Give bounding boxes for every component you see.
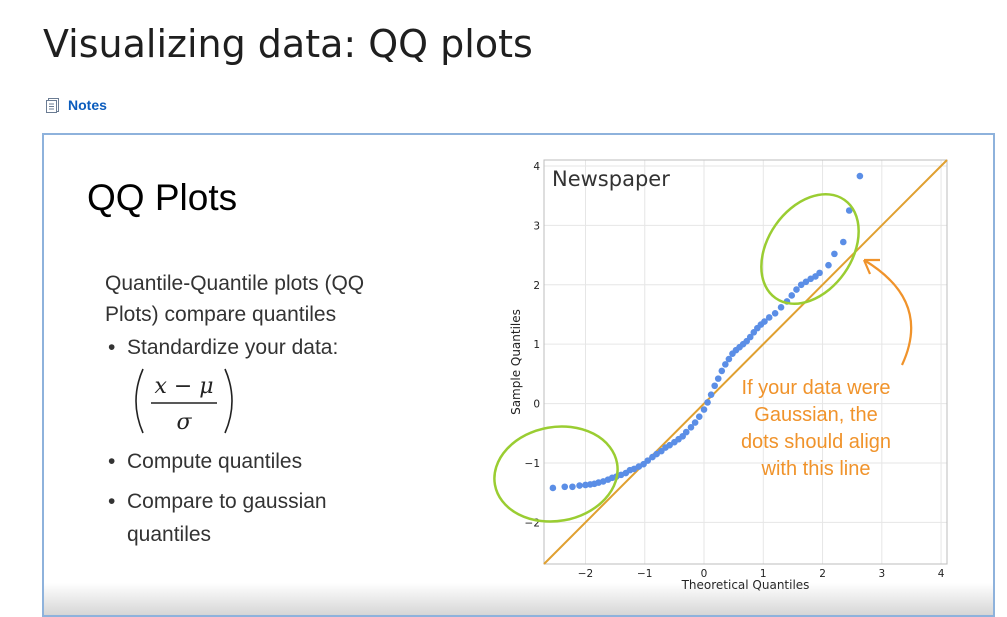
data-point xyxy=(765,314,773,321)
bullet-text: quantiles xyxy=(127,523,212,546)
slide-intro-line1: Quantile-Quantile plots (QQ xyxy=(105,272,365,295)
annotation-line-3: dots should align xyxy=(741,431,891,453)
data-point xyxy=(718,367,726,375)
bullet-dot: • xyxy=(108,336,116,359)
bullet-text: Standardize your data: xyxy=(127,336,339,359)
data-point xyxy=(831,250,838,258)
data-point xyxy=(797,281,805,289)
slide-viewer: QQ Plots Quantile-Quantile plots (QQ Plo… xyxy=(42,133,995,617)
y-tick-label: 2 xyxy=(533,280,540,292)
data-point xyxy=(682,428,690,436)
y-tick-label: 3 xyxy=(533,220,540,232)
data-point xyxy=(722,361,729,368)
slide-intro-line2: Plots) compare quantiles xyxy=(105,303,337,326)
data-point xyxy=(725,355,733,363)
data-point xyxy=(793,286,800,293)
data-point xyxy=(695,413,703,420)
data-point xyxy=(771,309,779,317)
annotation-line-1: If your data were xyxy=(742,377,891,399)
y-axis-title: Sample Quantiles xyxy=(509,309,523,415)
slide-title: QQ Plots xyxy=(87,177,238,218)
data-point xyxy=(691,419,699,426)
y-tick-label: 1 xyxy=(533,339,540,351)
x-tick-label: −1 xyxy=(637,568,652,580)
data-point xyxy=(653,450,660,458)
bullet-text: Compare to gaussian xyxy=(127,490,327,513)
chart-title: Newspaper xyxy=(552,167,670,191)
plot-frame xyxy=(543,159,948,565)
data-point xyxy=(561,483,569,491)
data-point xyxy=(761,318,768,325)
data-point xyxy=(711,382,718,390)
data-point xyxy=(644,457,652,464)
data-point xyxy=(549,484,557,492)
bullet-text: Compute quantiles xyxy=(127,450,303,473)
x-tick-label: 1 xyxy=(760,568,767,580)
data-point xyxy=(839,238,847,246)
notes-label: Notes xyxy=(68,97,107,113)
data-point xyxy=(746,333,754,341)
formula-denominator: σ xyxy=(176,410,192,435)
data-points xyxy=(549,172,864,492)
x-tick-label: 3 xyxy=(878,568,885,580)
y-tick-label: −1 xyxy=(525,458,540,470)
data-point xyxy=(666,441,673,449)
notes-link[interactable]: Notes xyxy=(46,96,107,114)
annotation-arrowhead xyxy=(862,258,880,275)
notes-icon xyxy=(46,98,59,113)
data-point xyxy=(704,399,711,406)
x-tick-label: 4 xyxy=(938,568,945,580)
lower-tail-highlight xyxy=(493,425,619,523)
annotation-arrow xyxy=(863,259,913,366)
data-point xyxy=(788,292,796,299)
data-point xyxy=(569,483,576,491)
page-title: Visualizing data: QQ plots xyxy=(43,22,533,66)
x-tick-label: −2 xyxy=(578,568,593,580)
x-tick-label: 0 xyxy=(701,568,708,580)
bullet-dot: • xyxy=(108,490,116,513)
reference-line xyxy=(543,159,948,565)
slide-intro: Quantile-Quantile plots (QQ Plots) compa… xyxy=(105,268,435,330)
bullet-dot: • xyxy=(108,450,116,473)
data-point xyxy=(845,207,853,214)
data-point xyxy=(816,269,823,277)
formula-numerator: x − μ xyxy=(154,374,213,399)
data-point xyxy=(856,172,864,180)
x-tick-label: 2 xyxy=(819,568,826,580)
bullet-compare-cont: quantiles xyxy=(127,519,211,550)
y-tick-label: 0 xyxy=(533,399,540,411)
annotation-line-4: with this line xyxy=(761,458,871,480)
data-point xyxy=(777,304,785,311)
data-point xyxy=(576,482,583,489)
y-tick-label: 4 xyxy=(533,161,540,173)
data-point xyxy=(687,424,695,431)
bottom-shadow xyxy=(44,583,993,615)
standardization-formula: x − μ σ xyxy=(129,363,239,439)
grid xyxy=(544,160,947,564)
data-point xyxy=(802,278,810,286)
upper-tail-highlight xyxy=(760,193,860,305)
data-point xyxy=(714,375,722,382)
data-point xyxy=(825,261,832,269)
annotation-line-2: Gaussian, the xyxy=(754,404,877,426)
data-point xyxy=(707,391,715,398)
data-point xyxy=(700,406,708,413)
